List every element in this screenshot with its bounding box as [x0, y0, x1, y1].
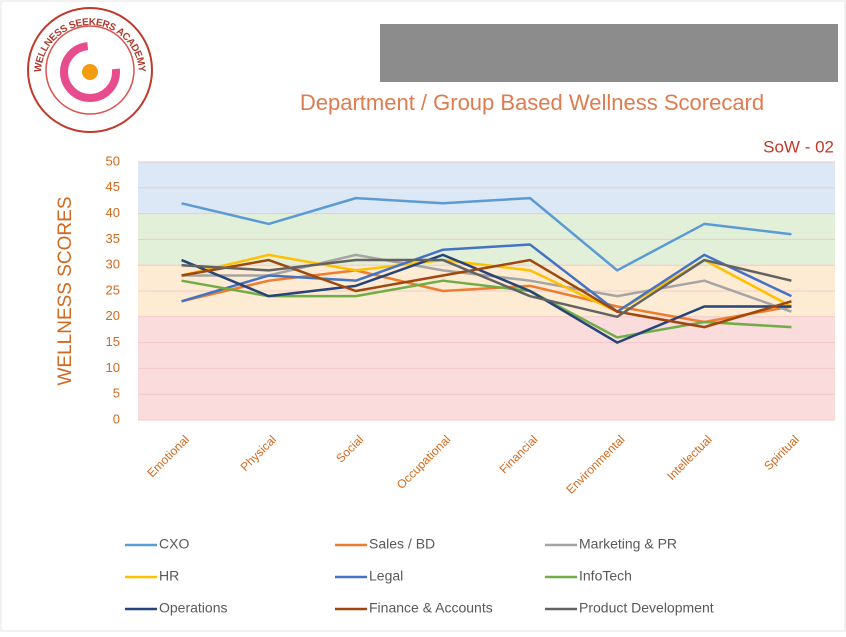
- series-line: [181, 258, 792, 319]
- legend-label: Marketing & PR: [579, 536, 677, 552]
- legend-label: Operations: [159, 600, 227, 616]
- y-tick-label: 40: [106, 205, 120, 220]
- logo-mark: [60, 42, 120, 102]
- legend-label: CXO: [159, 536, 189, 552]
- y-tick-label: 0: [113, 411, 120, 426]
- series-line: [181, 253, 792, 313]
- legend-label: Product Development: [579, 600, 714, 616]
- y-tick-label: 15: [106, 334, 120, 349]
- series-line: [181, 243, 792, 313]
- legend-label: Sales / BD: [369, 536, 435, 552]
- legend-label: Finance & Accounts: [369, 600, 493, 616]
- series-line: [181, 258, 792, 329]
- series-line: [181, 253, 792, 344]
- logo-dot: [82, 64, 98, 80]
- series-line: [181, 196, 792, 272]
- y-tick-label: 30: [106, 257, 120, 272]
- y-tick-label: 35: [106, 231, 120, 246]
- y-tick-label: 50: [106, 153, 120, 168]
- series-line: [181, 269, 792, 324]
- legend-label: HR: [159, 568, 179, 584]
- y-tick-label: 20: [106, 308, 120, 323]
- y-tick-label: 25: [106, 282, 120, 297]
- y-tick-label: 10: [106, 360, 120, 375]
- y-axis-label: WELLNESS SCORES: [55, 197, 76, 386]
- y-tick-label: 5: [113, 386, 120, 401]
- annotation: SoW - 02: [763, 137, 834, 156]
- legend-label: Legal: [369, 568, 403, 584]
- legend-label: InfoTech: [579, 568, 632, 584]
- redacted-box: [380, 24, 838, 82]
- logo: WELLNESS SEEKERS ACADEMY: [27, 7, 153, 133]
- chart-title: Department / Group Based Wellness Scorec…: [300, 90, 764, 115]
- logo-ring-inner: [45, 25, 135, 115]
- y-tick-label: 45: [106, 179, 120, 194]
